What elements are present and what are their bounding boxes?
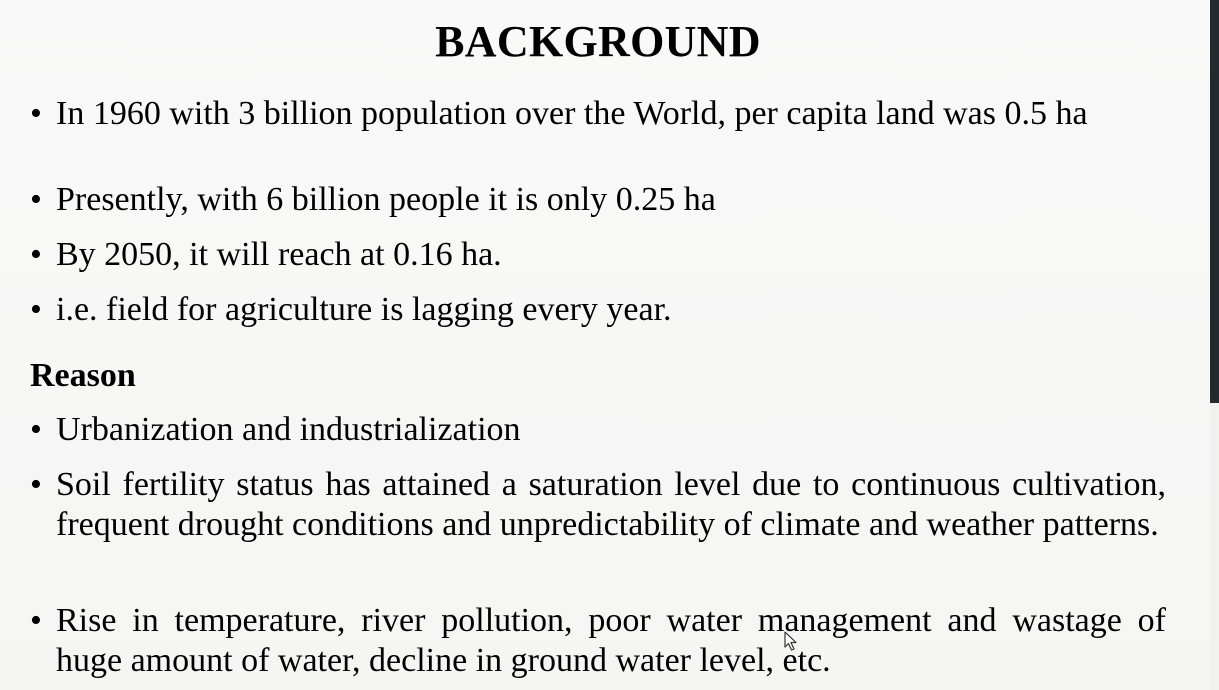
background-point-text: By 2050, it will reach at 0.16 ha. — [56, 236, 502, 273]
background-point-1: • In 1960 with 3 billion population over… — [30, 94, 1166, 180]
bullet-dot: • — [30, 95, 42, 132]
reason-item-text: Soil fertility status has attained a sat… — [56, 466, 1166, 543]
reason-list: • Urbanization and industrialization • S… — [30, 410, 1166, 681]
mouse-pointer-icon — [784, 631, 797, 651]
bullet-dot: • — [30, 466, 42, 503]
background-point-text: In 1960 with 3 billion population over t… — [56, 95, 1088, 132]
reason-heading: Reason — [30, 357, 136, 394]
reason-item-2: • Soil fertility status has attained a s… — [30, 465, 1166, 601]
bullet-dot: • — [30, 181, 42, 218]
background-point-list: • In 1960 with 3 billion population over… — [30, 94, 1166, 330]
bullet-dot: • — [30, 411, 42, 448]
reason-item-text: Rise in temperature, river pollution, po… — [56, 602, 1166, 679]
reason-item-1: • Urbanization and industrialization — [30, 410, 1166, 465]
background-point-3: • By 2050, it will reach at 0.16 ha. — [30, 235, 1166, 290]
reason-item-3: • Rise in temperature, river pollution, … — [30, 601, 1166, 681]
bullet-dot: • — [30, 291, 42, 328]
background-point-2: • Presently, with 6 billion people it is… — [30, 180, 1166, 235]
bullet-dot: • — [30, 236, 42, 273]
reason-item-text: Urbanization and industrialization — [56, 411, 521, 448]
background-point-text: Presently, with 6 billion people it is o… — [56, 181, 716, 218]
bullet-dot: • — [30, 602, 42, 639]
background-point-text: i.e. field for agriculture is lagging ev… — [56, 291, 672, 328]
window-edge-lower — [1210, 403, 1219, 690]
slide-title: BACKGROUND — [435, 17, 761, 66]
background-point-4: • i.e. field for agriculture is lagging … — [30, 290, 1166, 330]
window-edge-bar — [1210, 0, 1219, 403]
